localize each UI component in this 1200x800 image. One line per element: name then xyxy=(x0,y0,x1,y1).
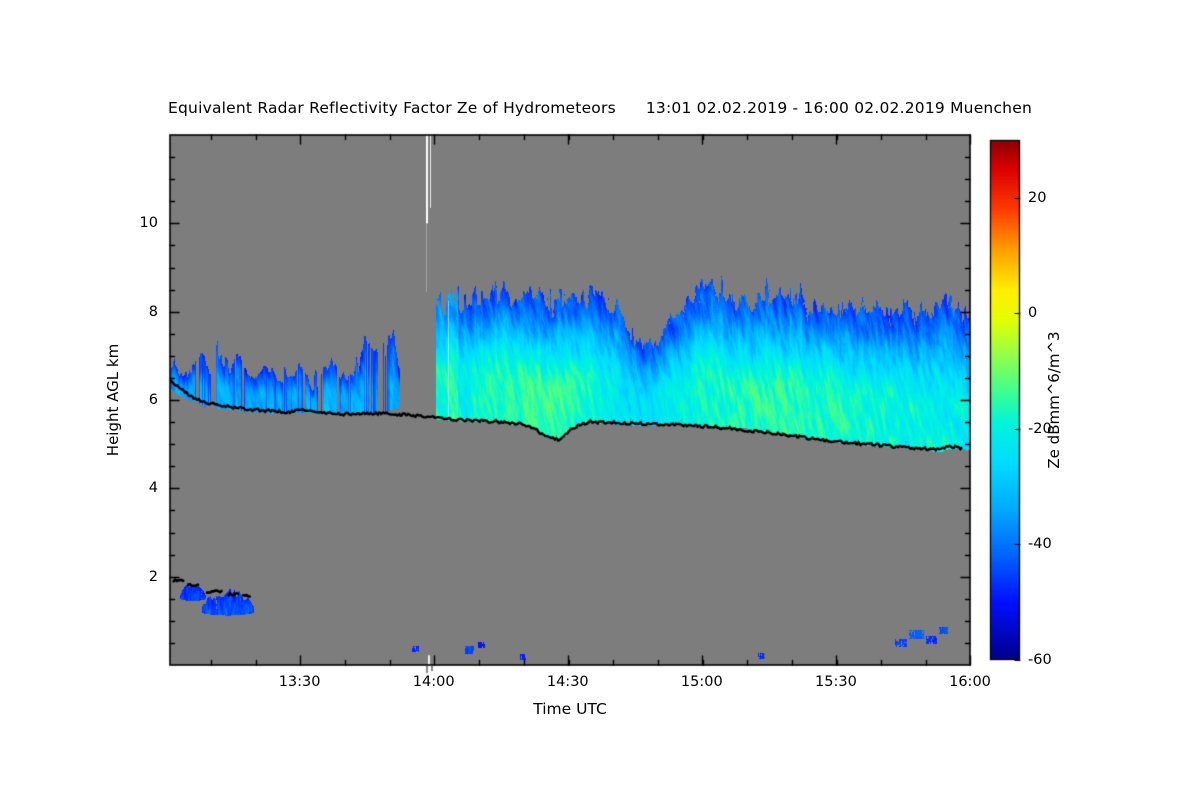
x-tick-label: 15:00 xyxy=(680,674,723,690)
colorbar-label: Ze dBmm^6/m^3 xyxy=(1045,331,1063,469)
chart-date-range: 13:01 02.02.2019 - 16:00 02.02.2019 Muen… xyxy=(645,99,1032,117)
x-tick-label: 14:30 xyxy=(546,674,589,690)
y-tick-label: 2 xyxy=(148,568,158,585)
y-tick-label: 10 xyxy=(139,215,158,232)
x-tick-label: 16:00 xyxy=(949,674,991,690)
y-axis-label: Height AGL km xyxy=(104,343,122,457)
chart-title: Equivalent Radar Reflectivity Factor Ze … xyxy=(168,99,616,117)
colorbar-tick-label: 20 xyxy=(1028,189,1047,206)
chart-title-row: Equivalent Radar Reflectivity Factor Ze … xyxy=(0,99,1200,117)
x-tick-label: 13:30 xyxy=(278,674,321,690)
y-tick-label: 4 xyxy=(148,480,158,497)
y-tick-label: 6 xyxy=(148,392,158,408)
colorbar-tick-label: 0 xyxy=(1028,305,1038,322)
x-tick-label: 14:00 xyxy=(412,674,455,690)
colorbar-tick-label: -60 xyxy=(1028,652,1052,668)
y-tick-label: 8 xyxy=(148,303,158,320)
x-axis-label: Time UTC xyxy=(533,700,607,718)
x-tick-label: 15:30 xyxy=(815,674,857,690)
colorbar-tick-label: -20 xyxy=(1028,420,1052,437)
colorbar-tick-label: -40 xyxy=(1028,536,1052,553)
